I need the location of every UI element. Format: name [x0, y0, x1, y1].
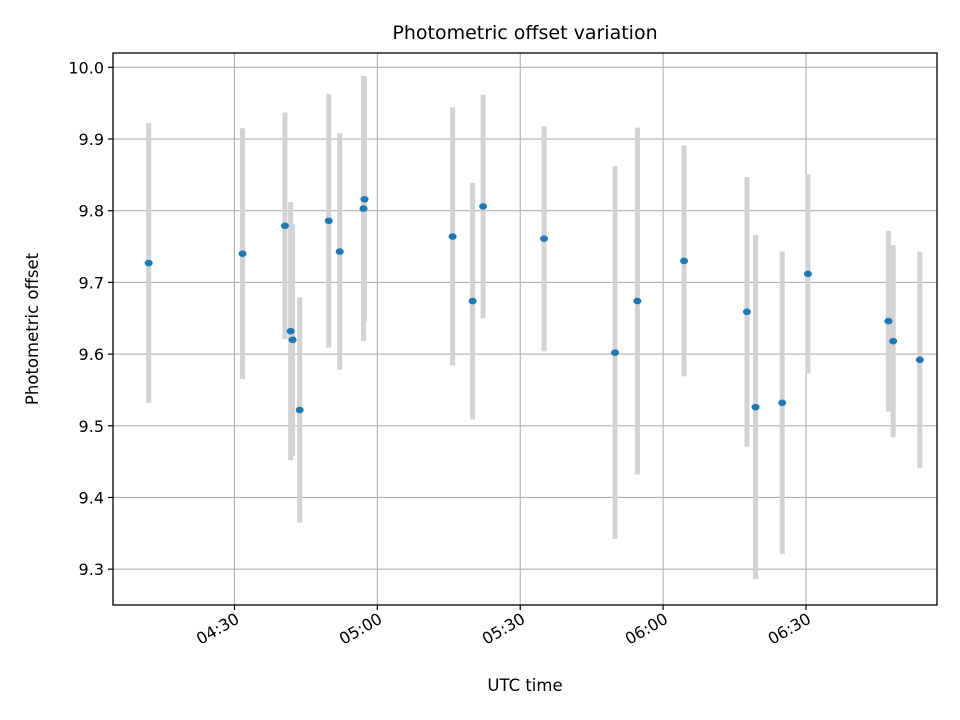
chart-title: Photometric offset variation — [392, 22, 657, 44]
data-point — [915, 356, 924, 364]
y-axis-label: Photometric offset — [23, 252, 42, 405]
y-tick-label: 9.5 — [79, 417, 104, 436]
y-tick-label: 9.4 — [79, 488, 104, 507]
x-axis-label: UTC time — [487, 676, 562, 695]
y-tick-label: 9.8 — [79, 202, 104, 221]
data-point — [633, 297, 642, 305]
x-tick-label: 06:00 — [622, 609, 671, 649]
data-point — [611, 349, 620, 356]
data-point — [448, 233, 457, 240]
data-point — [803, 270, 812, 278]
data-point — [889, 337, 898, 345]
y-tick-label: 9.3 — [79, 560, 104, 579]
data-point — [680, 257, 689, 265]
data-point — [479, 203, 488, 210]
data-point — [295, 406, 304, 414]
data-point — [884, 317, 893, 325]
data-point — [335, 248, 344, 255]
x-tick-label: 06:30 — [765, 609, 814, 649]
y-tick-label: 9.7 — [79, 273, 104, 292]
data-point — [778, 399, 787, 407]
data-point — [360, 195, 369, 203]
data-point — [238, 250, 247, 258]
data-point — [359, 205, 368, 212]
data-point — [288, 336, 297, 344]
y-tick-label: 10.0 — [68, 58, 104, 77]
data-point — [742, 308, 751, 316]
data-point — [144, 259, 153, 267]
y-tick-label: 9.6 — [79, 345, 104, 364]
x-tick-label: 04:30 — [193, 609, 242, 649]
data-point — [751, 403, 760, 411]
data-point — [280, 222, 289, 230]
x-tick-label: 05:00 — [336, 609, 385, 649]
data-point — [286, 327, 295, 335]
x-tick-label: 05:30 — [479, 609, 528, 649]
data-point — [540, 235, 549, 242]
plot-area-frame — [112, 52, 938, 606]
data-point — [324, 217, 333, 225]
data-point — [468, 297, 477, 305]
y-tick-label: 9.9 — [79, 130, 104, 149]
